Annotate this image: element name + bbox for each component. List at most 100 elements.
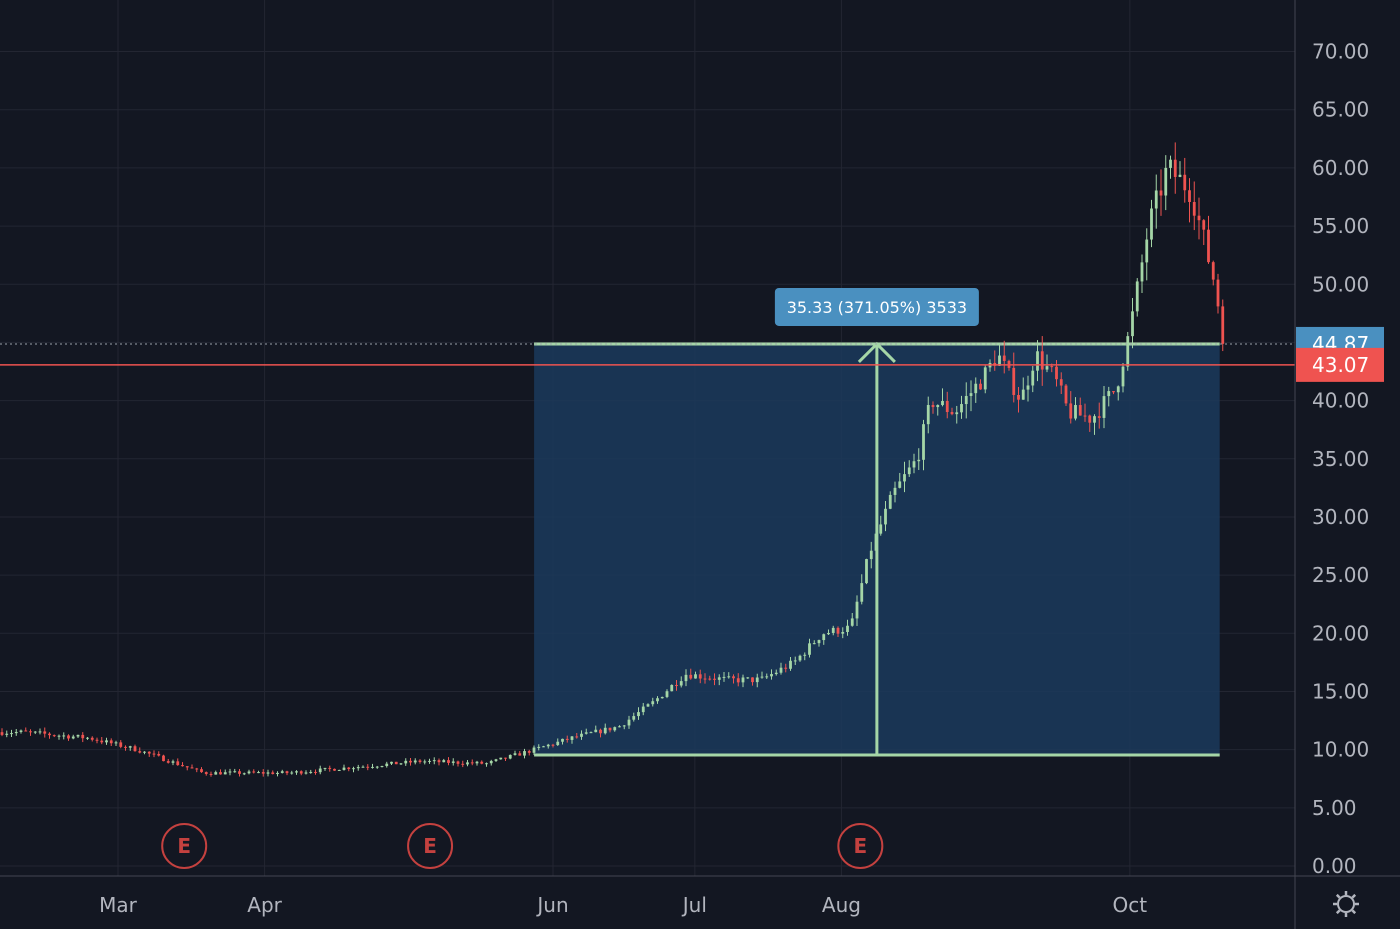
candle-body [955,412,959,415]
candle [812,640,816,645]
candle [565,735,569,743]
earnings-marker[interactable]: E [161,823,208,869]
candle-body [556,741,560,746]
earnings-marker[interactable]: E [837,823,884,869]
earnings-marker-label: E [177,834,191,858]
gear-icon[interactable] [1333,891,1359,917]
candle [1026,375,1030,402]
candle-body [333,768,336,771]
candle [404,758,408,766]
candle [219,769,222,775]
candle-body [361,766,365,768]
candle [760,671,764,679]
candle [603,723,607,735]
candle-body [356,767,360,769]
candle [755,673,759,688]
candle [969,380,973,412]
candle [708,675,712,681]
candle-body [960,404,963,413]
candle [209,771,213,777]
candle [214,770,218,775]
candle [637,707,640,720]
candle-body [1097,416,1101,418]
candle-body [181,765,184,767]
candle-body [86,737,89,739]
candle [342,764,346,771]
candle-body [917,459,921,462]
candle-body [542,746,545,748]
candle-body [1017,394,1020,400]
candle [1154,174,1158,229]
candle-body [461,763,465,765]
candle-body [423,761,427,763]
candle [722,671,726,682]
candle-body [670,685,674,692]
candle-body [850,618,854,626]
candle-body [784,667,788,669]
candle-body [162,755,165,762]
candle-body [651,701,655,705]
candle [713,673,716,686]
measure-label: 35.33 (371.05%) 3533 [787,298,967,317]
candle [584,728,588,735]
candle-body [575,736,579,738]
candle-body [214,772,218,775]
candle-body [1207,229,1210,263]
candle-body [466,762,469,765]
y-tick-label: 20.00 [1312,621,1369,645]
candle [532,745,536,756]
candle [124,745,127,751]
candle [641,702,645,716]
gear-tooth [1351,909,1357,915]
candle [356,764,360,771]
candle-body [727,676,731,678]
candle [1074,397,1077,421]
candle [1097,402,1101,429]
candle [1059,372,1063,394]
horizontal-line[interactable] [0,343,1295,366]
candle-body [860,583,864,602]
candle [679,676,683,688]
candle-body [1197,215,1201,221]
candle-body [684,674,688,682]
candle-body [1188,190,1191,203]
candle [608,727,612,733]
candle-body [570,736,574,740]
y-tick-label: 5.00 [1312,796,1357,820]
earnings-marker-circle [161,823,208,869]
candle-body [1064,385,1068,404]
candle [850,612,854,627]
y-tick-label: 50.00 [1312,272,1369,296]
candle [736,673,740,687]
candle-body [665,691,669,697]
earnings-marker[interactable]: E [407,823,454,869]
candle [727,672,731,679]
candle-body [366,766,370,768]
candle [428,758,431,764]
candle-body [409,760,412,763]
candle-body [679,681,683,686]
candle-body [1026,385,1030,390]
candle-body [736,678,740,683]
candle [580,730,583,740]
candle-body [114,742,118,744]
candle [537,744,541,751]
candle-body [1216,279,1220,307]
candle [622,725,626,730]
candle [252,769,256,774]
candles [0,142,1225,777]
measure-tool[interactable]: 35.33 (371.05%) 3533 [534,287,1220,757]
candle [508,754,512,760]
candle [670,684,674,692]
candle [950,407,954,416]
candle-body [261,772,265,774]
candle [599,728,602,738]
candle [831,625,835,636]
candle-body [451,761,455,763]
candle-body [1093,416,1096,423]
candle-body [779,667,783,673]
candle-body [527,751,531,753]
